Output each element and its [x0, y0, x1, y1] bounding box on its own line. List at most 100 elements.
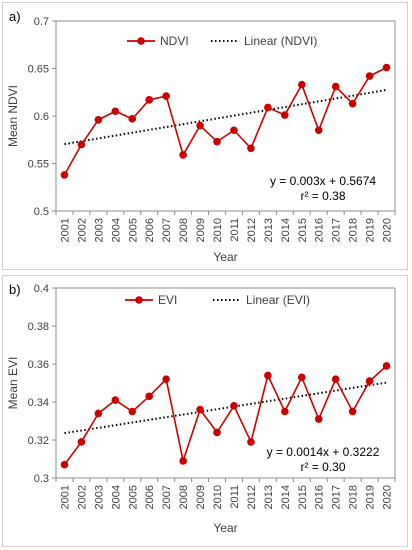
- legend-series-marker: [137, 37, 145, 45]
- y-tick-label: 0.7: [34, 16, 49, 28]
- data-point: [111, 396, 120, 404]
- data-point: [77, 140, 86, 149]
- trendline: [64, 381, 387, 435]
- y-tick-label: 0.65: [28, 64, 49, 76]
- x-tick-label: 2011: [229, 218, 241, 242]
- x-tick-label: 2015: [297, 485, 309, 509]
- x-tick-label: 2005: [127, 218, 139, 242]
- trend-r-squared: r² = 0.30: [300, 460, 345, 474]
- data-point: [281, 407, 289, 416]
- data-point: [314, 126, 323, 135]
- x-tick-label: 2008: [178, 485, 190, 509]
- data-point: [297, 373, 306, 382]
- ndvi-chart-panel: a) 0.5 0.55 0.6 0.65 0.7 2001 2002 2003 2004 2005 2…: [2, 2, 408, 270]
- data-point: [382, 63, 391, 72]
- data-point: [365, 377, 374, 385]
- data-point: [247, 144, 255, 153]
- x-axis-label: Year: [213, 250, 237, 264]
- data-point: [128, 115, 137, 123]
- x-tick-label: 2011: [229, 485, 241, 509]
- x-tick-label: 2014: [280, 485, 292, 509]
- x-tick-label: 2006: [144, 218, 156, 242]
- data-point: [247, 438, 255, 446]
- data-point: [348, 407, 357, 416]
- data-point: [331, 82, 340, 91]
- x-tick-label: 2020: [382, 218, 394, 242]
- evi-chart-panel: b) 0.3 0.32 0.34 0.36 0.38 0.4 2001 2002 2003 2004…: [2, 275, 408, 547]
- data-point: [94, 116, 103, 124]
- x-tick-label: 2002: [76, 485, 88, 509]
- x-tick-label: 2009: [195, 218, 207, 242]
- evi-chart: b) 0.3 0.32 0.34 0.36 0.38 0.4 2001 2002 2003 2004…: [6, 282, 396, 535]
- data-point: [348, 99, 357, 108]
- x-tick-label: 2005: [127, 485, 139, 509]
- y-tick-label: 0.34: [28, 397, 49, 409]
- panel-label: a): [9, 9, 21, 24]
- data-point: [382, 362, 391, 370]
- x-tick-label: 2012: [246, 485, 258, 509]
- x-tick-label: 2012: [246, 218, 258, 242]
- data-point: [230, 402, 238, 410]
- x-tick-label: 2017: [331, 218, 343, 242]
- data-point: [331, 375, 340, 383]
- data-point: [145, 392, 154, 401]
- y-axis-label: Mean NDVI: [6, 85, 20, 147]
- x-tick-label: 2019: [365, 485, 377, 509]
- x-tick-label: 2001: [59, 218, 71, 242]
- data-point: [77, 438, 86, 446]
- x-tick-label: 2004: [110, 218, 122, 242]
- data-point: [196, 405, 204, 414]
- x-tick-label: 2002: [76, 218, 88, 242]
- x-tick-label: 2016: [314, 218, 326, 242]
- x-tick-label: 2017: [331, 485, 343, 509]
- x-tick-label: 2006: [144, 485, 156, 509]
- data-point: [264, 103, 272, 112]
- ndvi-chart: a) 0.5 0.55 0.6 0.65 0.7 2001 2002 2003 2004 2005 2…: [6, 9, 396, 264]
- x-tick-label: 2008: [178, 218, 190, 242]
- legend-series-label: NDVI: [160, 34, 189, 48]
- y-tick-label: 0.32: [28, 435, 49, 447]
- data-point: [60, 171, 69, 179]
- x-tick-label: 2018: [348, 218, 360, 242]
- y-tick-label: 0.4: [34, 283, 49, 295]
- data-point: [196, 121, 204, 130]
- x-tick-label: 2010: [212, 485, 224, 509]
- data-point: [94, 409, 103, 418]
- data-point: [281, 111, 289, 119]
- data-point: [365, 72, 374, 80]
- x-tick-label: 2018: [348, 485, 360, 509]
- data-point: [213, 137, 221, 146]
- x-tick-label: 2014: [280, 218, 292, 242]
- data-point: [297, 80, 306, 89]
- y-tick-label: 0.36: [28, 359, 49, 371]
- x-tick-label: 2020: [382, 485, 394, 509]
- trend-equation: y = 0.0014x + 0.3222: [267, 445, 380, 459]
- x-tick-label: 2019: [365, 218, 377, 242]
- data-point: [145, 96, 154, 104]
- data-point: [213, 428, 221, 437]
- y-axis-label: Mean EVI: [6, 357, 20, 410]
- x-tick-label: 2009: [195, 485, 207, 509]
- x-tick-label: 2003: [93, 218, 105, 242]
- y-tick-label: 0.55: [28, 159, 49, 171]
- data-point: [111, 107, 120, 116]
- y-tick-label: 0.38: [28, 321, 49, 333]
- legend-trend-label: Linear (EVI): [246, 293, 310, 307]
- x-tick-label: 2016: [314, 485, 326, 509]
- x-tick-label: 2013: [263, 218, 275, 242]
- x-tick-label: 2007: [161, 485, 173, 509]
- data-point: [162, 92, 170, 100]
- series-line: [63, 66, 387, 176]
- trendline: [64, 88, 387, 146]
- legend-series-label: EVI: [158, 293, 177, 307]
- data-point: [314, 415, 323, 423]
- data-point: [179, 457, 187, 465]
- panel-label: b): [9, 282, 21, 297]
- y-tick-label: 0.5: [34, 206, 49, 218]
- trend-equation: y = 0.003x + 0.5674: [270, 174, 376, 188]
- legend-trend-label: Linear (NDVI): [244, 34, 317, 48]
- legend-series-marker: [135, 296, 143, 304]
- x-tick-label: 2007: [161, 218, 173, 242]
- data-point: [230, 126, 238, 135]
- data-point: [60, 460, 69, 469]
